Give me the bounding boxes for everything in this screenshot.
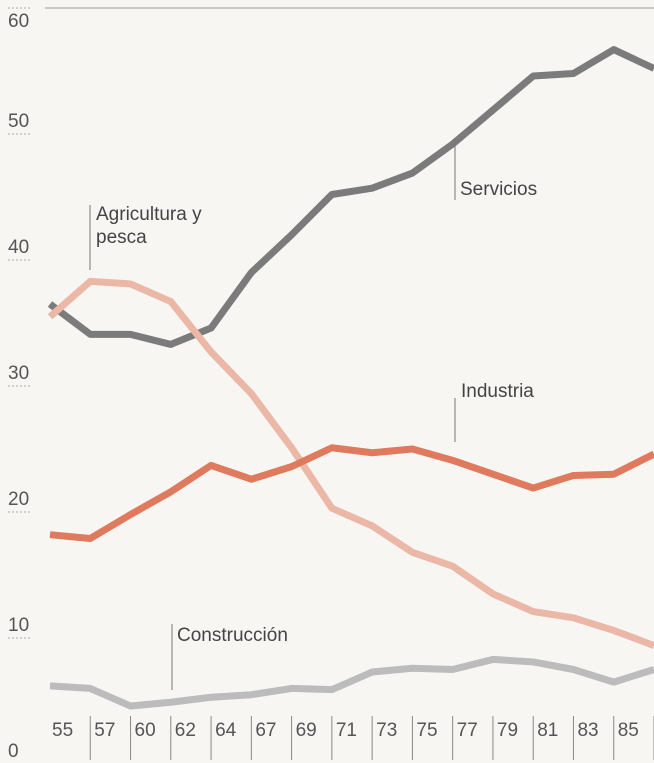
x-tick-label: 55 [52, 720, 73, 741]
series-label: Industria [461, 381, 534, 402]
y-tick-label: 50 [8, 111, 29, 132]
y-tick-label: 40 [8, 237, 29, 258]
x-tick-label: 60 [135, 720, 156, 741]
y-tick-label: 30 [8, 363, 29, 384]
x-tick-label: 73 [376, 720, 397, 741]
x-tick-label: 71 [336, 720, 357, 741]
x-tick-label: 79 [497, 720, 518, 741]
series-label: Agricultura y pesca [96, 204, 202, 248]
series-label: Construcción [177, 625, 288, 646]
x-tick-label: 77 [457, 720, 478, 741]
y-tick-label: 10 [8, 615, 29, 636]
x-tick-label: 81 [537, 720, 558, 741]
x-tick-label: 75 [416, 720, 437, 741]
series-label: Servicios [460, 179, 538, 200]
y-tick-label: 60 [8, 11, 29, 32]
x-tick-label: 64 [215, 720, 237, 741]
series-line [49, 655, 654, 710]
series-line [49, 444, 654, 542]
x-tick-label: 57 [94, 720, 115, 741]
series-line [47, 46, 654, 348]
x-tick-label: 83 [577, 720, 598, 741]
x-tick-label: 62 [175, 720, 196, 741]
y-tick-label: 0 [8, 741, 19, 762]
x-tick-label: 69 [296, 720, 317, 741]
y-tick-label: 20 [8, 489, 29, 510]
x-tick-label: 67 [255, 720, 276, 741]
series-line [47, 277, 654, 649]
x-tick-label: 85 [618, 720, 639, 741]
